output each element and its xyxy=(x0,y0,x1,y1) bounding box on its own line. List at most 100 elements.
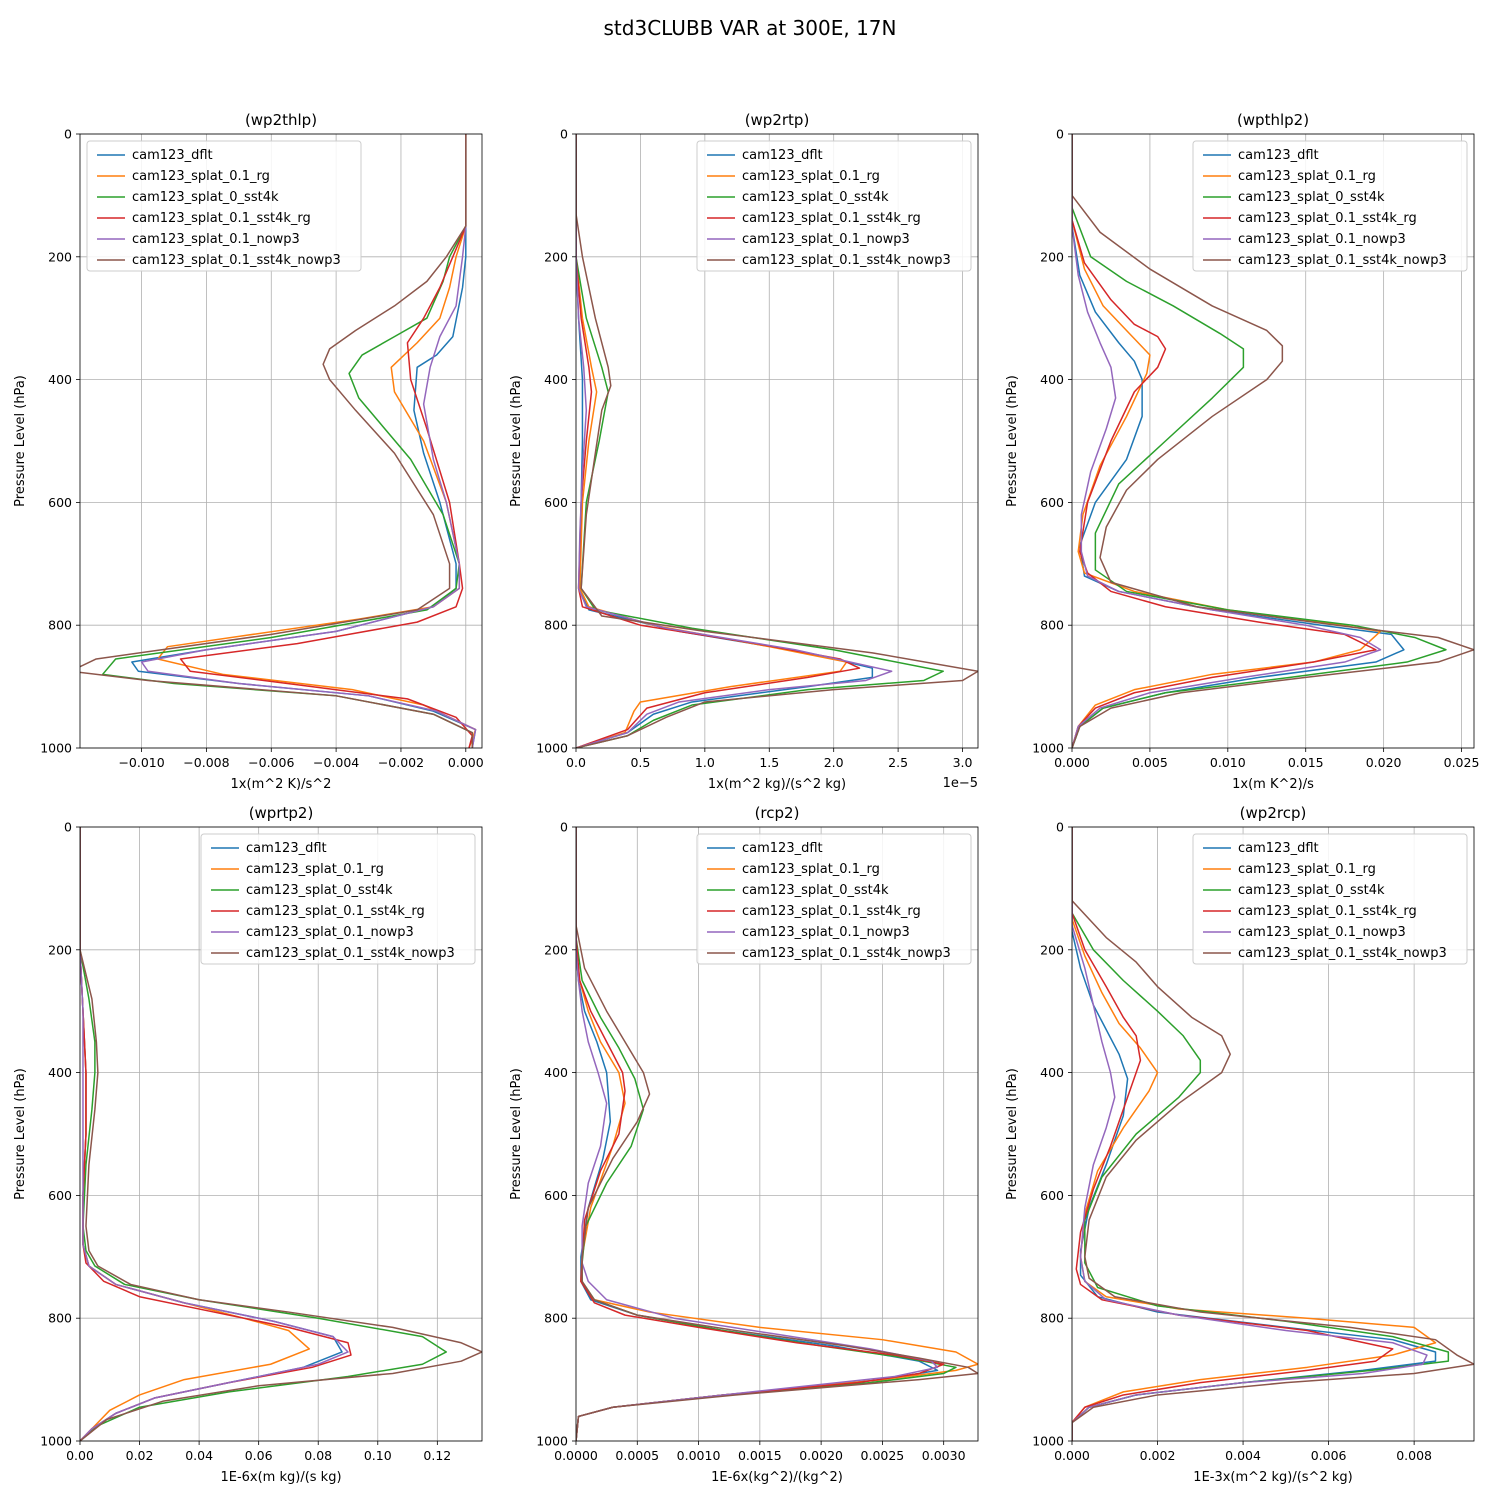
legend-label: cam123_splat_0.1_nowp3 xyxy=(1238,925,1406,940)
x-tick-label: −0.002 xyxy=(378,755,424,770)
y-tick-label: 800 xyxy=(1040,1311,1064,1326)
chart-title: (wp2rtp) xyxy=(745,111,810,129)
legend-label: cam123_splat_0.1_rg xyxy=(742,862,880,877)
legend: cam123_dflt cam123_splat_0.1_rg cam123_spl… xyxy=(696,140,972,272)
axes-frame xyxy=(575,133,979,749)
legend-label: cam123_splat_0.1_sst4k_rg xyxy=(1238,904,1417,919)
y-tick-label: 0 xyxy=(1056,820,1064,835)
chart-panel: 0.000 0.002 0.004 0.006 0.008 0 200 400 600 800 10… xyxy=(1005,804,1475,1485)
x-tick-label: 0.12 xyxy=(423,1448,451,1463)
series-line-cam123_splat_0.1_sst4k_nowp3 xyxy=(80,827,482,1441)
legend: cam123_dflt cam123_splat_0.1_rg cam123_spl… xyxy=(1192,833,1468,965)
x-tick-label: 0.5 xyxy=(630,755,650,770)
y-axis-label: Pressure Level (hPa) xyxy=(1005,1068,1020,1200)
x-tick-label: 0.020 xyxy=(1366,755,1402,770)
x-tick-label: 0.006 xyxy=(1311,1448,1347,1463)
x-tick-label: 0.0020 xyxy=(799,1448,843,1463)
x-axis-label: 1E-6x(kg^2)/(kg^2) xyxy=(711,1470,843,1485)
series-line-cam123_splat_0.1_sst4k_nowp3 xyxy=(1072,134,1474,748)
legend: cam123_dflt cam123_splat_0.1_rg cam123_spl… xyxy=(1192,140,1468,272)
y-tick-label: 400 xyxy=(544,1065,568,1080)
x-tick-label: 0.0010 xyxy=(677,1448,721,1463)
y-tick-label: 800 xyxy=(544,1311,568,1326)
x-axis-label: 1E-6x(m kg)/(s kg) xyxy=(220,1470,341,1485)
axes-frame xyxy=(1071,133,1475,749)
x-tick-label: 0.04 xyxy=(185,1448,213,1463)
y-tick-label: 1000 xyxy=(1032,1434,1064,1449)
y-tick-label: 0 xyxy=(64,127,72,142)
x-axis-label: 1x(m^2 kg)/(s^2 kg) xyxy=(708,777,846,792)
y-tick-label: 0 xyxy=(1056,127,1064,142)
axes-frame xyxy=(79,133,483,749)
chart-title: (wpthlp2) xyxy=(1237,111,1309,129)
legend: cam123_dflt cam123_splat_0.1_rg cam123_spl… xyxy=(86,140,362,272)
legend-label: cam123_splat_0.1_rg xyxy=(1238,862,1376,877)
chart-panel: −0.010 −0.008 −0.006 −0.004 −0.002 0.000 0 200 4… xyxy=(13,111,484,792)
legend-label: cam123_splat_0_sst4k xyxy=(132,190,279,205)
x-tick-label: 0.004 xyxy=(1225,1448,1261,1463)
legend-label: cam123_splat_0.1_nowp3 xyxy=(132,232,300,247)
y-tick-label: 400 xyxy=(48,1065,72,1080)
y-axis-label: Pressure Level (hPa) xyxy=(13,1068,28,1200)
legend-label: cam123_splat_0.1_sst4k_rg xyxy=(246,904,425,919)
x-tick-label: 0.008 xyxy=(1396,1448,1432,1463)
y-tick-label: 600 xyxy=(1040,1188,1064,1203)
legend-box xyxy=(1192,833,1468,965)
legend-label: cam123_splat_0.1_sst4k_rg xyxy=(742,904,921,919)
x-tick-label: 0.0 xyxy=(566,755,586,770)
figure-title: std3CLUBB VAR at 300E, 17N xyxy=(603,16,897,40)
x-tick-label: 0.010 xyxy=(1210,755,1246,770)
series-line-cam123_splat_0.1_nowp3 xyxy=(1072,827,1428,1441)
legend: cam123_dflt cam123_splat_0.1_rg cam123_spl… xyxy=(696,833,972,965)
series-line-cam123_splat_0.1_sst4k_rg xyxy=(576,827,945,1441)
y-tick-label: 200 xyxy=(1040,942,1064,957)
y-tick-label: 1000 xyxy=(536,1434,568,1449)
legend-label: cam123_splat_0_sst4k xyxy=(742,883,889,898)
axes-frame xyxy=(575,826,979,1442)
series-line-cam123_splat_0.1_sst4k_nowp3 xyxy=(576,827,978,1441)
x-tick-label: 0.00 xyxy=(66,1448,94,1463)
y-tick-label: 1000 xyxy=(536,741,568,756)
legend-label: cam123_splat_0.1_sst4k_nowp3 xyxy=(742,946,951,961)
x-axis-label: 1x(m K^2)/s xyxy=(1232,777,1314,792)
chart-panel: 0.00 0.02 0.04 0.06 0.08 0.10 0.12 0 200 400 600 80… xyxy=(13,804,483,1485)
x-tick-label: 0.0000 xyxy=(554,1448,598,1463)
y-tick-label: 400 xyxy=(1040,372,1064,387)
x-tick-label: −0.010 xyxy=(118,755,164,770)
legend-label: cam123_splat_0_sst4k xyxy=(1238,883,1385,898)
series-line-cam123_splat_0.1_sst4k_nowp3 xyxy=(576,134,978,748)
chart-panel: 0.0 0.5 1.0 1.5 2.0 2.5 3.0 0 200 400 600 800 1000 (w… xyxy=(509,111,979,792)
y-tick-label: 0 xyxy=(560,127,568,142)
x-tick-label: −0.008 xyxy=(183,755,229,770)
x-tick-label: 0.005 xyxy=(1132,755,1168,770)
y-tick-label: 600 xyxy=(1040,495,1064,510)
y-tick-label: 600 xyxy=(48,1188,72,1203)
y-tick-label: 600 xyxy=(48,495,72,510)
x-tick-label: 1.5 xyxy=(759,755,779,770)
legend-label: cam123_splat_0_sst4k xyxy=(1238,190,1385,205)
legend-label: cam123_splat_0.1_sst4k_rg xyxy=(1238,211,1417,226)
y-tick-label: 800 xyxy=(1040,618,1064,633)
series-line-cam123_splat_0.1_sst4k_nowp3 xyxy=(80,134,474,748)
y-tick-label: 800 xyxy=(544,618,568,633)
y-axis-label: Pressure Level (hPa) xyxy=(509,375,524,507)
y-tick-label: 1000 xyxy=(40,1434,72,1449)
x-axis-label: 1x(m^2 K)/s^2 xyxy=(231,777,332,792)
y-tick-label: 1000 xyxy=(40,741,72,756)
x-tick-label: 0.0030 xyxy=(922,1448,966,1463)
axes-frame xyxy=(1071,826,1475,1442)
legend-label: cam123_splat_0_sst4k xyxy=(742,190,889,205)
legend-label: cam123_splat_0.1_nowp3 xyxy=(742,232,910,247)
chart-title: (wp2rcp) xyxy=(1240,804,1307,822)
y-tick-label: 800 xyxy=(48,618,72,633)
y-tick-label: 200 xyxy=(544,942,568,957)
series-line-cam123_dflt xyxy=(1072,134,1405,748)
y-tick-label: 0 xyxy=(560,820,568,835)
x-tick-label: 2.5 xyxy=(888,755,908,770)
x-axis-label: 1E-3x(m^2 kg)/(s^2 kg) xyxy=(1193,1470,1352,1485)
legend-label: cam123_splat_0.1_nowp3 xyxy=(246,925,414,940)
x-tick-label: 0.002 xyxy=(1140,1448,1176,1463)
y-tick-label: 600 xyxy=(544,495,568,510)
x-tick-label: 0.02 xyxy=(126,1448,154,1463)
series-line-cam123_splat_0.1_nowp3 xyxy=(576,134,893,748)
